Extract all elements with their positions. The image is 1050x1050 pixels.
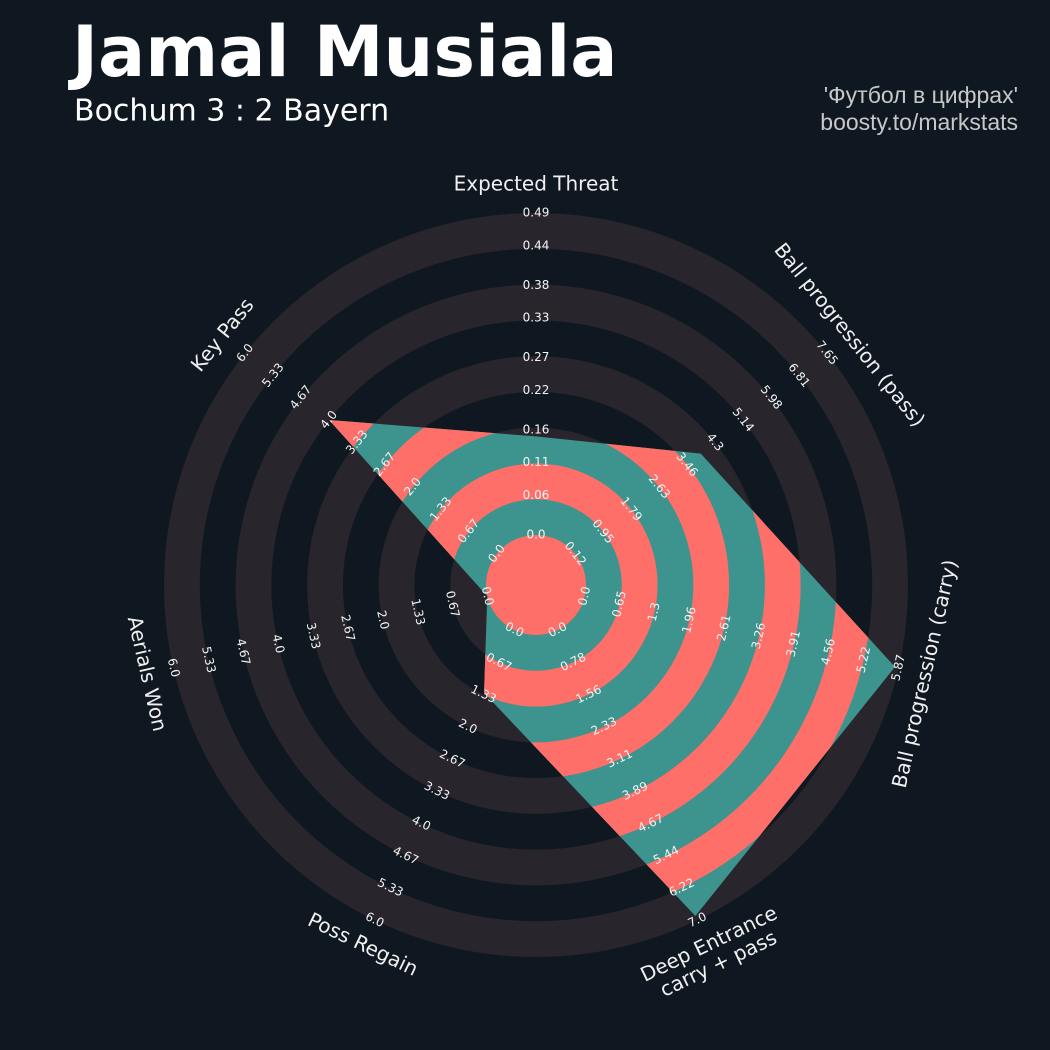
tick-label: 0.38 [523, 278, 550, 292]
axis-label: Expected Threat [454, 172, 619, 196]
tick-label: 0.27 [523, 350, 550, 364]
tick-label: 3.91 [784, 629, 804, 658]
tick-label: 3.33 [304, 621, 324, 650]
tick-label: 0.49 [523, 206, 550, 220]
tick-label: 0.0 [575, 585, 593, 607]
credit: 'Футбол в цифрах' [824, 82, 1018, 108]
tick-label: 4.67 [234, 637, 254, 666]
tick-label: 0.0 [479, 585, 497, 607]
tick-label: 0.16 [523, 422, 550, 436]
tick-label: 5.87 [888, 653, 908, 682]
tick-label: 0.33 [523, 311, 550, 325]
tick-label: 1.33 [408, 597, 428, 626]
tick-label: 0.22 [523, 383, 550, 397]
tick-label: 0.65 [609, 589, 629, 618]
tick-label: 6.0 [165, 657, 183, 679]
tick-label: 2.61 [714, 613, 734, 642]
radar-ring-highlight [486, 535, 586, 635]
chart-title: Jamal Musiala [68, 11, 617, 93]
tick-label: 0.44 [523, 238, 550, 252]
tick-label: 1.96 [679, 605, 699, 634]
tick-label: 5.33 [199, 645, 219, 674]
tick-label: 0.67 [443, 589, 463, 618]
tick-label: 0.06 [523, 488, 550, 502]
tick-label: 5.22 [854, 645, 874, 674]
tick-label: 4.56 [818, 637, 838, 666]
tick-label: 2.67 [338, 613, 358, 642]
chart-subtitle: Bochum 3 : 2 Bayern [74, 94, 389, 129]
tick-label: 3.26 [749, 621, 769, 650]
credit: boosty.to/markstats [820, 109, 1018, 135]
tick-label: 1.3 [645, 601, 663, 623]
tick-label: 2.0 [374, 609, 392, 631]
tick-label: 0.0 [526, 528, 545, 542]
tick-label: 0.11 [523, 455, 550, 469]
tick-label: 4.0 [270, 633, 288, 655]
